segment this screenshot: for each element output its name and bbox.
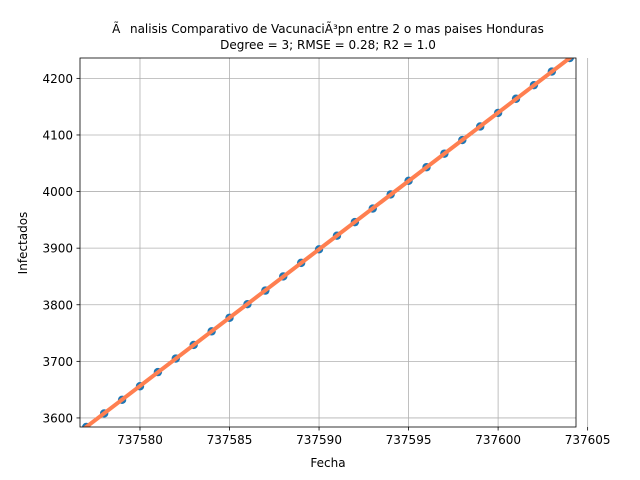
x-axis: 737580 737585 737590 737595 737600 737605 bbox=[117, 427, 611, 447]
x-tick-label: 737600 bbox=[475, 433, 521, 447]
x-tick-label: 737590 bbox=[296, 433, 342, 447]
x-tick-label: 737580 bbox=[117, 433, 163, 447]
fit-line bbox=[82, 58, 574, 427]
y-tick-label: 4000 bbox=[42, 185, 73, 199]
chart-title: Ãnalisis Comparativo de VacunaciÃ³pn en… bbox=[112, 21, 544, 36]
chart-subtitle: Degree = 3; RMSE = 0.28; R2 = 1.0 bbox=[220, 38, 436, 52]
x-tick-label: 737605 bbox=[565, 433, 611, 447]
y-tick-label: 3600 bbox=[42, 411, 73, 425]
y-axis-label: Infectados bbox=[16, 212, 30, 275]
x-tick-label: 737585 bbox=[207, 433, 253, 447]
x-axis-label: Fecha bbox=[310, 456, 345, 470]
y-tick-label: 4200 bbox=[42, 72, 73, 86]
y-tick-label: 3700 bbox=[42, 355, 73, 369]
x-tick-label: 737595 bbox=[386, 433, 432, 447]
plot-area bbox=[82, 58, 574, 427]
y-tick-label: 4100 bbox=[42, 128, 73, 142]
y-tick-label: 3800 bbox=[42, 298, 73, 312]
y-axis: 3600 3700 3800 3900 4000 4100 4200 bbox=[42, 72, 80, 425]
plot-frame bbox=[79, 57, 577, 428]
grid bbox=[80, 58, 589, 427]
y-tick-label: 3900 bbox=[42, 242, 73, 256]
